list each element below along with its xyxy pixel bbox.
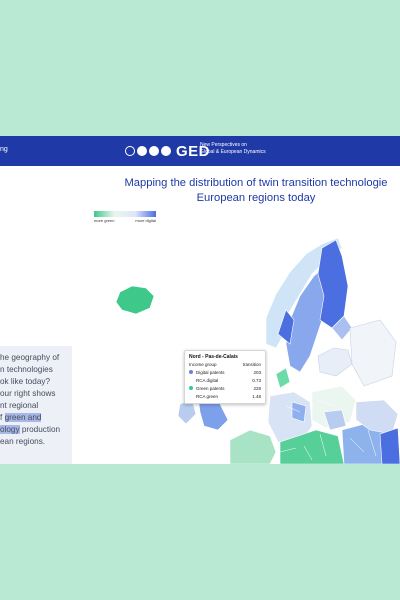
- intro-line-7-suffix: production: [19, 425, 61, 434]
- legend-right-label: more digital: [135, 218, 156, 223]
- tooltip-row-label: RCA green: [196, 393, 219, 399]
- tagline-line-2: Global & European Dynamics: [200, 148, 266, 155]
- map-region-south-central: [279, 429, 345, 464]
- legend-left-label: more green: [94, 218, 115, 223]
- tooltip-row-value: 203: [253, 369, 261, 375]
- map-region-denmark: [275, 367, 291, 389]
- map-region-borders: [279, 399, 377, 461]
- tooltip-row-label: RCA digital: [196, 377, 219, 383]
- tooltip-header-right: transition: [242, 362, 261, 367]
- logo-globe-icon: [149, 146, 159, 156]
- digital-dot-icon: [189, 370, 193, 374]
- tooltip-row-value: 228: [253, 385, 261, 391]
- legend-gradient: [94, 211, 156, 217]
- map-legend: more green more digital: [94, 211, 156, 223]
- region-tooltip: Nord - Pas-de-Calais Income group transi…: [184, 350, 266, 404]
- logo-globe-icon: [161, 146, 171, 156]
- map-region-sweden-central: [277, 309, 295, 345]
- top-navigation-bar: ng GED New Perspectives on Global & Euro…: [0, 136, 400, 166]
- logo-ring-icon: [125, 146, 135, 156]
- intro-line-6: f green and: [0, 412, 72, 424]
- intro-line-6-prefix: f: [0, 413, 5, 422]
- intro-line-1: he geography of: [0, 353, 60, 362]
- map-region-germany-east: [291, 401, 307, 423]
- ged-logo[interactable]: GED: [125, 142, 210, 160]
- logo-globe-icon: [137, 146, 147, 156]
- intro-line-3: ok like today?: [0, 377, 51, 386]
- map-region-finland: [317, 239, 349, 329]
- title-line-2: European regions today: [196, 192, 316, 204]
- intro-line-8: ean regions.: [0, 437, 46, 446]
- tooltip-header-left: Income group: [189, 362, 217, 367]
- app-frame: ng GED New Perspectives on Global & Euro…: [0, 136, 400, 464]
- intro-text-panel: he geography of n technologies ok like t…: [0, 346, 72, 464]
- europe-regions-map[interactable]: [80, 216, 400, 464]
- map-region-iceland: [115, 285, 155, 315]
- page-title: Mapping the distribution of twin transit…: [96, 176, 400, 206]
- breadcrumb[interactable]: ng: [0, 146, 8, 153]
- logo-tagline: New Perspectives on Global & European Dy…: [200, 142, 266, 155]
- tooltip-row-label: Green patents: [196, 385, 225, 391]
- title-line-1: Mapping the distribution of twin transit…: [124, 177, 388, 189]
- tooltip-title: Nord - Pas-de-Calais: [189, 354, 238, 360]
- intro-line-4: our right shows: [0, 389, 56, 398]
- tooltip-row-label: Digital patents: [196, 369, 225, 375]
- map-region-poland-south: [323, 409, 347, 431]
- highlight-green-and: green and: [4, 413, 42, 422]
- tooltip-row-value: 1.48: [252, 393, 261, 399]
- logo-text: GED: [176, 142, 211, 160]
- highlight-technology: ology: [0, 425, 20, 434]
- map-region-poland: [311, 385, 357, 429]
- map-region-benelux-france: [229, 429, 277, 464]
- tagline-line-1: New Perspectives on: [200, 142, 247, 148]
- intro-line-2: n technologies: [0, 365, 53, 374]
- map-region-far-east: [379, 427, 400, 464]
- map-region-east: [349, 319, 397, 387]
- map-region-baltics: [317, 347, 353, 377]
- intro-line-5: nt regional: [0, 401, 39, 410]
- tooltip-row-value: 0.73: [252, 377, 261, 383]
- green-dot-icon: [189, 386, 193, 390]
- intro-line-7: ology production: [0, 424, 72, 436]
